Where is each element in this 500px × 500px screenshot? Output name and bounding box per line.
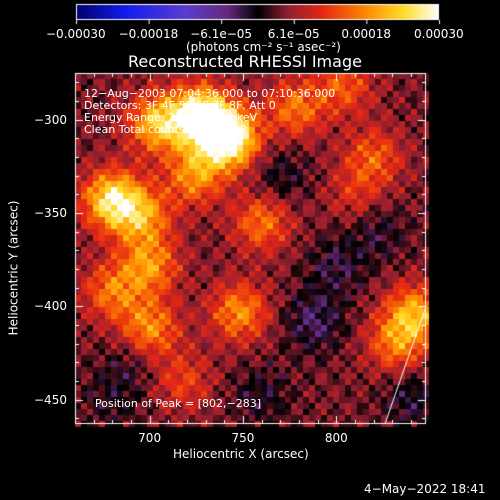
colorbar-tick-label: −0.00030 xyxy=(46,27,106,41)
colorbar-tick-label: −6.1e−05 xyxy=(190,27,253,41)
annotation-energy: Energy Range: 25.0 − 50.0 keV xyxy=(84,111,258,124)
y-axis-label: Heliocentric Y (arcsec) xyxy=(6,200,21,336)
y-tick-label: −300 xyxy=(34,112,67,127)
x-tick-label: 700 xyxy=(138,431,162,445)
annotation-detectors: Detectors: 3F 4F 5F 6F 7F 8F, Att 0 xyxy=(84,99,276,112)
footer-timestamp: 4−May−2022 18:41 xyxy=(364,482,486,496)
colorbar-tick-label: 0.00030 xyxy=(414,27,464,41)
y-tick-label: −350 xyxy=(34,206,67,221)
colorbar-tick-label: 0.00018 xyxy=(341,27,392,41)
chart-title: Reconstructed RHESSI Image xyxy=(128,52,362,71)
x-axis-label: Heliocentric X (arcsec) xyxy=(173,447,309,461)
x-tick-label: 750 xyxy=(231,431,255,445)
annotation-peak: Position of Peak = [802,−283] xyxy=(95,397,262,410)
annotation-time: 12−Aug−2003 07:04:36.000 to 07:10:36.000 xyxy=(84,87,336,100)
colorbar-unit-label: (photons cm⁻² s⁻¹ asec⁻²) xyxy=(186,40,341,54)
y-tick-label: −450 xyxy=(34,392,67,407)
x-tick-label: 800 xyxy=(324,431,348,445)
y-tick-label: −400 xyxy=(34,299,67,314)
annotation-clean: Clean Total counts: 5.21E+03 xyxy=(84,123,247,136)
colorbar-tick-label: −0.00018 xyxy=(118,27,179,41)
colorbar-tick-label: 6.1e−05 xyxy=(267,27,320,41)
